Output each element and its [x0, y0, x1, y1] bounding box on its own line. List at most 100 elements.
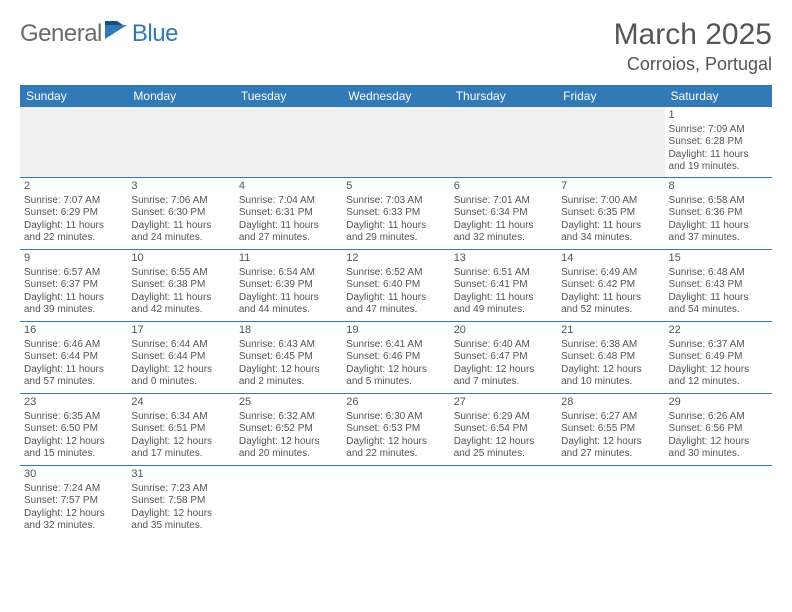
- calendar-cell: 10Sunrise: 6:55 AMSunset: 6:38 PMDayligh…: [127, 249, 234, 321]
- cell-line-d1: Daylight: 11 hours: [561, 220, 660, 233]
- cell-line-d1: Daylight: 12 hours: [131, 436, 230, 449]
- cell-line-d1: Daylight: 12 hours: [239, 436, 338, 449]
- calendar-cell: 26Sunrise: 6:30 AMSunset: 6:53 PMDayligh…: [342, 393, 449, 465]
- cell-line-d2: and 22 minutes.: [346, 448, 445, 461]
- cell-line-d2: and 57 minutes.: [24, 376, 123, 389]
- day-number: 4: [239, 180, 338, 194]
- cell-line-ss: Sunset: 6:29 PM: [24, 207, 123, 220]
- cell-line-d2: and 35 minutes.: [131, 520, 230, 533]
- cell-line-ss: Sunset: 6:53 PM: [346, 423, 445, 436]
- calendar-cell: 18Sunrise: 6:43 AMSunset: 6:45 PMDayligh…: [235, 321, 342, 393]
- cell-line-d2: and 42 minutes.: [131, 304, 230, 317]
- day-number: 22: [669, 324, 768, 338]
- cell-line-sr: Sunrise: 7:09 AM: [669, 124, 768, 137]
- cell-line-sr: Sunrise: 6:26 AM: [669, 411, 768, 424]
- cell-line-d1: Daylight: 12 hours: [454, 436, 553, 449]
- flag-icon: [105, 21, 131, 46]
- calendar-cell: [665, 465, 772, 537]
- day-number: 6: [454, 180, 553, 194]
- cell-line-sr: Sunrise: 6:32 AM: [239, 411, 338, 424]
- cell-line-sr: Sunrise: 7:03 AM: [346, 195, 445, 208]
- cell-line-ss: Sunset: 7:58 PM: [131, 495, 230, 508]
- cell-line-ss: Sunset: 6:44 PM: [131, 351, 230, 364]
- cell-line-d1: Daylight: 11 hours: [669, 292, 768, 305]
- day-number: 18: [239, 324, 338, 338]
- cell-line-d1: Daylight: 12 hours: [669, 436, 768, 449]
- cell-line-d2: and 5 minutes.: [346, 376, 445, 389]
- cell-line-d2: and 7 minutes.: [454, 376, 553, 389]
- cell-line-ss: Sunset: 6:31 PM: [239, 207, 338, 220]
- cell-line-sr: Sunrise: 6:35 AM: [24, 411, 123, 424]
- cell-line-ss: Sunset: 6:49 PM: [669, 351, 768, 364]
- cell-line-d1: Daylight: 12 hours: [131, 508, 230, 521]
- cell-line-sr: Sunrise: 6:30 AM: [346, 411, 445, 424]
- cell-line-d2: and 17 minutes.: [131, 448, 230, 461]
- calendar-cell: [557, 107, 664, 177]
- cell-line-ss: Sunset: 6:38 PM: [131, 279, 230, 292]
- cell-line-d2: and 2 minutes.: [239, 376, 338, 389]
- cell-line-d2: and 39 minutes.: [24, 304, 123, 317]
- weekday-header: Friday: [557, 85, 664, 107]
- calendar-cell: [450, 107, 557, 177]
- cell-line-sr: Sunrise: 6:52 AM: [346, 267, 445, 280]
- calendar-cell: 17Sunrise: 6:44 AMSunset: 6:44 PMDayligh…: [127, 321, 234, 393]
- cell-line-ss: Sunset: 6:43 PM: [669, 279, 768, 292]
- cell-line-sr: Sunrise: 6:40 AM: [454, 339, 553, 352]
- cell-line-d1: Daylight: 11 hours: [24, 220, 123, 233]
- cell-line-d2: and 52 minutes.: [561, 304, 660, 317]
- cell-line-ss: Sunset: 6:41 PM: [454, 279, 553, 292]
- day-number: 16: [24, 324, 123, 338]
- calendar-row: 2Sunrise: 7:07 AMSunset: 6:29 PMDaylight…: [20, 177, 772, 249]
- cell-line-d2: and 30 minutes.: [669, 448, 768, 461]
- cell-line-sr: Sunrise: 6:49 AM: [561, 267, 660, 280]
- cell-line-d2: and 20 minutes.: [239, 448, 338, 461]
- weekday-header: Sunday: [20, 85, 127, 107]
- cell-line-ss: Sunset: 6:52 PM: [239, 423, 338, 436]
- day-number: 26: [346, 396, 445, 410]
- day-number: 15: [669, 252, 768, 266]
- day-number: 19: [346, 324, 445, 338]
- calendar-cell: [342, 107, 449, 177]
- calendar-cell: 28Sunrise: 6:27 AMSunset: 6:55 PMDayligh…: [557, 393, 664, 465]
- cell-line-sr: Sunrise: 6:51 AM: [454, 267, 553, 280]
- cell-line-sr: Sunrise: 7:24 AM: [24, 483, 123, 496]
- cell-line-sr: Sunrise: 7:06 AM: [131, 195, 230, 208]
- calendar-cell: 11Sunrise: 6:54 AMSunset: 6:39 PMDayligh…: [235, 249, 342, 321]
- cell-line-sr: Sunrise: 6:58 AM: [669, 195, 768, 208]
- cell-line-ss: Sunset: 6:34 PM: [454, 207, 553, 220]
- calendar-cell: 20Sunrise: 6:40 AMSunset: 6:47 PMDayligh…: [450, 321, 557, 393]
- cell-line-sr: Sunrise: 7:01 AM: [454, 195, 553, 208]
- weekday-header: Thursday: [450, 85, 557, 107]
- cell-line-sr: Sunrise: 6:37 AM: [669, 339, 768, 352]
- cell-line-ss: Sunset: 6:35 PM: [561, 207, 660, 220]
- day-number: 27: [454, 396, 553, 410]
- cell-line-ss: Sunset: 6:40 PM: [346, 279, 445, 292]
- cell-line-d1: Daylight: 11 hours: [24, 364, 123, 377]
- cell-line-sr: Sunrise: 7:07 AM: [24, 195, 123, 208]
- cell-line-d1: Daylight: 11 hours: [669, 220, 768, 233]
- calendar-cell: 7Sunrise: 7:00 AMSunset: 6:35 PMDaylight…: [557, 177, 664, 249]
- cell-line-d2: and 12 minutes.: [669, 376, 768, 389]
- cell-line-sr: Sunrise: 6:41 AM: [346, 339, 445, 352]
- calendar-table: Sunday Monday Tuesday Wednesday Thursday…: [20, 85, 772, 537]
- cell-line-ss: Sunset: 6:36 PM: [669, 207, 768, 220]
- cell-line-ss: Sunset: 6:44 PM: [24, 351, 123, 364]
- day-number: 2: [24, 180, 123, 194]
- day-number: 9: [24, 252, 123, 266]
- day-number: 13: [454, 252, 553, 266]
- cell-line-sr: Sunrise: 7:04 AM: [239, 195, 338, 208]
- cell-line-sr: Sunrise: 6:48 AM: [669, 267, 768, 280]
- day-number: 7: [561, 180, 660, 194]
- calendar-row: 9Sunrise: 6:57 AMSunset: 6:37 PMDaylight…: [20, 249, 772, 321]
- cell-line-ss: Sunset: 6:47 PM: [454, 351, 553, 364]
- calendar-row: 23Sunrise: 6:35 AMSunset: 6:50 PMDayligh…: [20, 393, 772, 465]
- cell-line-d2: and 15 minutes.: [24, 448, 123, 461]
- cell-line-d2: and 37 minutes.: [669, 232, 768, 245]
- cell-line-sr: Sunrise: 7:00 AM: [561, 195, 660, 208]
- cell-line-d1: Daylight: 12 hours: [346, 436, 445, 449]
- calendar-cell: [557, 465, 664, 537]
- calendar-cell: 29Sunrise: 6:26 AMSunset: 6:56 PMDayligh…: [665, 393, 772, 465]
- cell-line-d2: and 32 minutes.: [24, 520, 123, 533]
- cell-line-ss: Sunset: 6:33 PM: [346, 207, 445, 220]
- brand-general: General: [20, 20, 102, 48]
